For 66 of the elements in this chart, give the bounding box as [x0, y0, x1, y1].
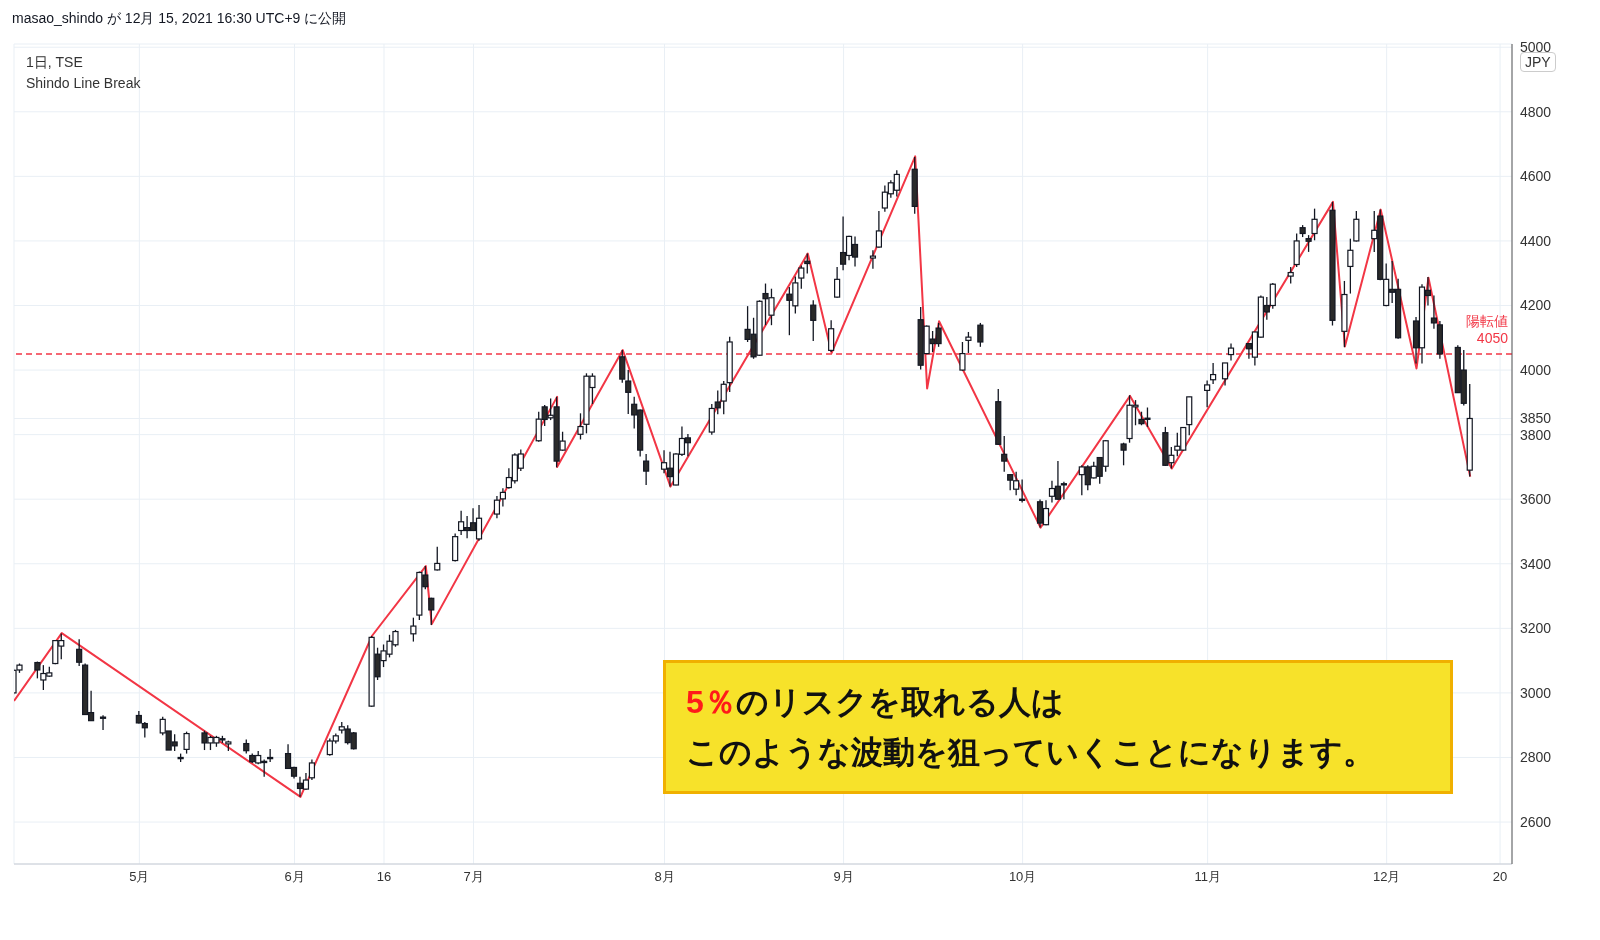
candlestick	[625, 369, 632, 415]
candlestick	[493, 495, 501, 519]
candlestick	[804, 252, 811, 275]
x-tick-label: 5月	[129, 869, 150, 885]
y-tick-label: 3800	[1520, 426, 1552, 443]
candlestick	[452, 532, 459, 563]
y-tick-label: 4800	[1520, 103, 1552, 120]
candlestick	[1210, 362, 1217, 385]
y-tick-label: 4600	[1520, 168, 1552, 185]
candlestick	[708, 403, 715, 436]
candlestick	[76, 638, 83, 667]
candlestick	[810, 299, 817, 342]
ref-line-label: 陽転値 4050	[1466, 312, 1509, 346]
y-tick-label: 3850	[1520, 410, 1552, 427]
x-tick-label: 12月	[1372, 869, 1401, 885]
x-tick-label: 9月	[833, 869, 854, 885]
y-tick-label: 2800	[1520, 749, 1552, 766]
x-tick-label: 10月	[1008, 869, 1037, 885]
candlestick	[267, 748, 274, 763]
x-tick-label: 7月	[463, 869, 484, 885]
x-tick-label: 20	[1492, 869, 1508, 885]
x-tick-label: 8月	[654, 869, 675, 885]
candlestick	[428, 597, 435, 626]
candlestick	[99, 714, 107, 731]
candlestick	[1353, 210, 1360, 243]
text: 1日, TSE	[26, 53, 84, 72]
candlestick	[1293, 232, 1300, 268]
y-tick-label: 4000	[1520, 362, 1552, 379]
text: masao_shindo が 12月 15, 2021 16:30 UTC+9 に公開	[12, 10, 347, 28]
x-tick-label: 6月	[284, 869, 305, 885]
candlestick	[643, 453, 650, 486]
y-tick-label: 4400	[1520, 232, 1552, 249]
candlestick	[869, 249, 877, 270]
candlestick	[1430, 294, 1438, 330]
candlestick	[1060, 481, 1068, 500]
y-tick-label: 2600	[1520, 814, 1552, 830]
y-tick-label: 3600	[1520, 491, 1552, 508]
candlestick	[798, 264, 805, 290]
y-axis-title: JPY	[1520, 52, 1556, 72]
x-tick-label: 16	[376, 869, 392, 885]
candlestick	[410, 617, 417, 643]
x-tick-label: 11月	[1194, 869, 1221, 885]
candlestick	[308, 758, 316, 781]
y-tick-label: 3400	[1520, 555, 1552, 572]
candlestick	[965, 331, 972, 354]
candlestick	[434, 546, 441, 572]
y-tick-label: 3200	[1520, 620, 1552, 637]
y-tick-label: 3000	[1520, 684, 1552, 701]
candlestick	[1347, 238, 1354, 295]
candlestick	[977, 322, 984, 348]
text: Shindo Line Break	[26, 74, 141, 93]
candlestick	[183, 730, 190, 755]
candlestick	[1311, 208, 1318, 241]
annotation: このような波動を狙っていくことになります。	[686, 734, 1375, 770]
candlestick	[828, 319, 835, 353]
candlestick	[499, 487, 506, 508]
y-tick-label: 4200	[1520, 297, 1552, 314]
annotation: 5％のリスクを取れる人は	[686, 684, 1064, 720]
candlestick	[1221, 362, 1229, 387]
candlestick	[1204, 379, 1211, 408]
candlestick	[1019, 478, 1026, 504]
candlestick	[959, 341, 966, 372]
candlestick	[834, 266, 841, 299]
candlestick	[619, 349, 626, 384]
candlestick	[875, 210, 882, 249]
candlestick	[1001, 435, 1008, 473]
